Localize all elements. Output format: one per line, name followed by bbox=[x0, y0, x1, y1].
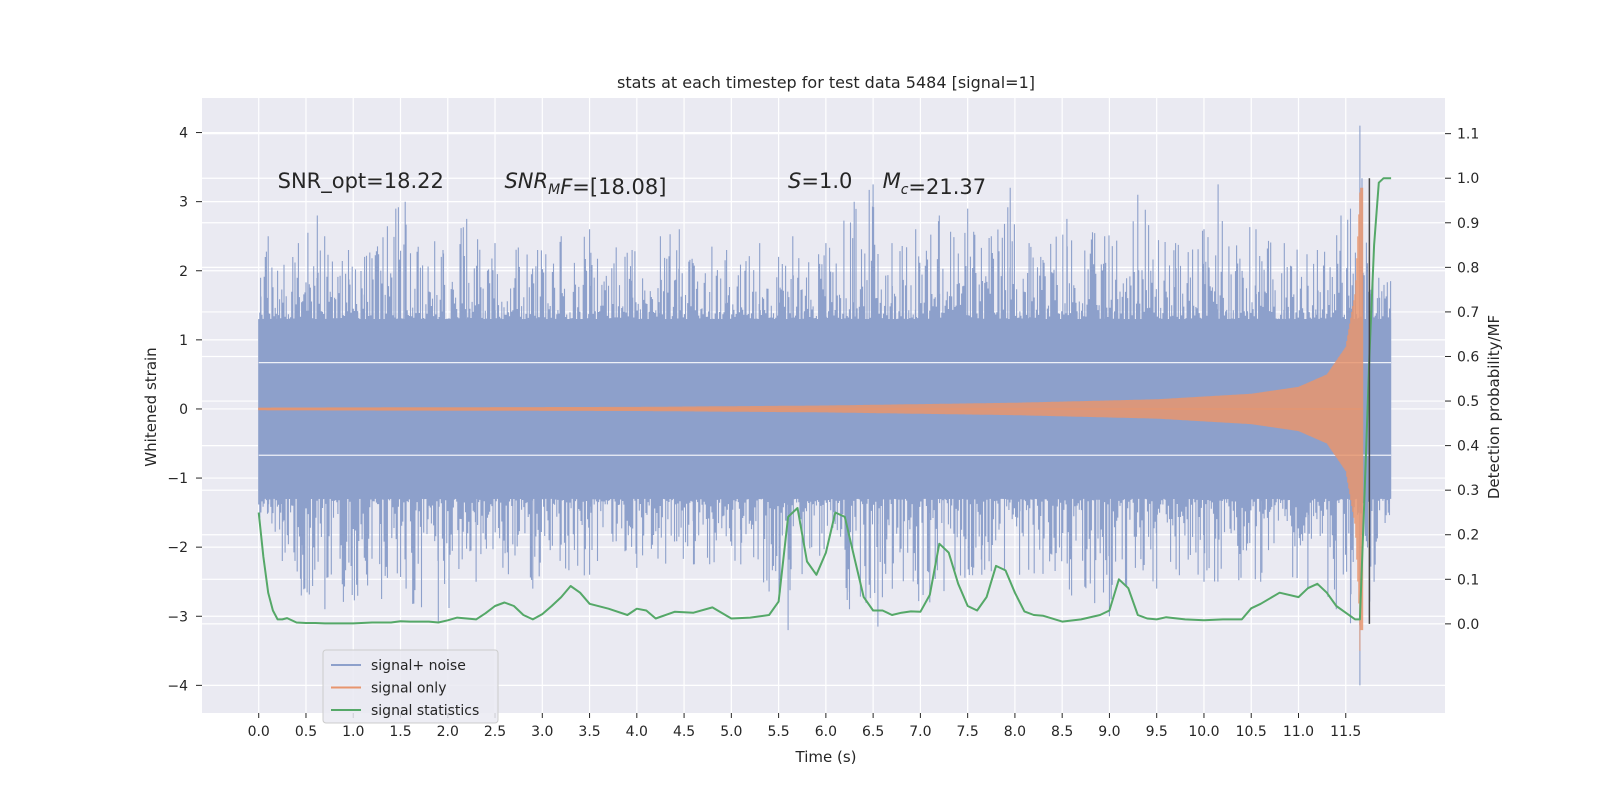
annotation-s: S=1.0 bbox=[788, 169, 852, 193]
x-tick-label: 10.0 bbox=[1188, 724, 1219, 740]
y2-tick-label: 0.4 bbox=[1457, 439, 1479, 455]
y2-tick-label: 1.0 bbox=[1457, 171, 1479, 187]
series-signal-only bbox=[258, 187, 1364, 651]
annotation-snr-mf: SNRMF=[18.08] bbox=[504, 169, 666, 199]
legend: signal+ noise signal only signal statistic… bbox=[322, 649, 499, 724]
legend-box bbox=[322, 649, 499, 724]
annotations: SNR_opt=18.22 SNRMF=[18.08] S=1.0 Mc=21.37 bbox=[278, 169, 987, 199]
axis-ticks: 0.0 0.5 1.0 1.5 2.0 2.5 3.0 3.5 4.0 4.5 5.0 5.5 6.0 6… bbox=[167, 126, 1479, 740]
x-tick-label: 2.0 bbox=[437, 724, 459, 740]
x-axis-label: Time (s) bbox=[795, 748, 857, 766]
x-tick-label: 8.0 bbox=[1004, 724, 1026, 740]
annotation-mc: Mc=21.37 bbox=[883, 169, 987, 199]
x-tick-label: 1.5 bbox=[389, 724, 411, 740]
statistics-line bbox=[257, 177, 1392, 625]
x-tick-label: 1.0 bbox=[342, 724, 364, 740]
x-tick-label: 4.0 bbox=[626, 724, 648, 740]
chart-title: stats at each timestep for test data 548… bbox=[617, 73, 1035, 92]
x-tick-label: 8.5 bbox=[1051, 724, 1073, 740]
x-tick-label: 2.5 bbox=[484, 724, 506, 740]
legend-label: signal statistics bbox=[371, 703, 479, 719]
y-tick-label: 0 bbox=[179, 402, 188, 418]
legend-label: signal only bbox=[371, 681, 446, 697]
x-tick-label: 7.5 bbox=[957, 724, 979, 740]
x-tick-label: 10.5 bbox=[1236, 724, 1267, 740]
y-tick-label: 2 bbox=[179, 264, 188, 280]
x-tick-label: 4.5 bbox=[673, 724, 695, 740]
y2-tick-label: 0.9 bbox=[1457, 216, 1479, 232]
annotation-snr-opt: SNR_opt=18.22 bbox=[278, 169, 444, 194]
y2-tick-label: 0.2 bbox=[1457, 528, 1479, 544]
y2-tick-label: 1.1 bbox=[1457, 127, 1479, 143]
y2-tick-label: 0.6 bbox=[1457, 349, 1479, 365]
y-axis-label: Whitened strain bbox=[142, 347, 160, 466]
x-tick-label: 6.5 bbox=[862, 724, 884, 740]
x-tick-label: 5.5 bbox=[767, 724, 789, 740]
y-tick-label: −4 bbox=[167, 678, 188, 694]
x-tick-label: 0.0 bbox=[248, 724, 270, 740]
series-signal-statistics bbox=[257, 177, 1392, 625]
y2-tick-label: 0.8 bbox=[1457, 260, 1479, 276]
y2-tick-label: 0.0 bbox=[1457, 617, 1479, 633]
x-tick-label: 5.0 bbox=[720, 724, 742, 740]
legend-label: signal+ noise bbox=[371, 658, 466, 674]
x-tick-label: 0.5 bbox=[295, 724, 317, 740]
x-tick-label: 3.5 bbox=[578, 724, 600, 740]
y-tick-label: −2 bbox=[167, 540, 188, 556]
y2-tick-label: 0.1 bbox=[1457, 572, 1479, 588]
y2-tick-label: 0.3 bbox=[1457, 483, 1479, 499]
y2-tick-label: 0.7 bbox=[1457, 305, 1479, 321]
y-tick-label: −1 bbox=[167, 471, 188, 487]
x-tick-label: 9.5 bbox=[1146, 724, 1168, 740]
x-tick-label: 11.5 bbox=[1330, 724, 1361, 740]
x-tick-label: 3.0 bbox=[531, 724, 553, 740]
y-tick-label: 3 bbox=[179, 195, 188, 211]
y2-tick-label: 0.5 bbox=[1457, 394, 1479, 410]
y-tick-label: −3 bbox=[167, 609, 188, 625]
x-tick-label: 9.0 bbox=[1098, 724, 1120, 740]
y-tick-label: 4 bbox=[179, 126, 188, 142]
x-tick-label: 11.0 bbox=[1283, 724, 1314, 740]
y2-axis-label: Detection probability/MF bbox=[1485, 315, 1503, 499]
x-tick-label: 6.0 bbox=[815, 724, 837, 740]
x-tick-label: 7.0 bbox=[909, 724, 931, 740]
y-tick-label: 1 bbox=[179, 333, 188, 349]
